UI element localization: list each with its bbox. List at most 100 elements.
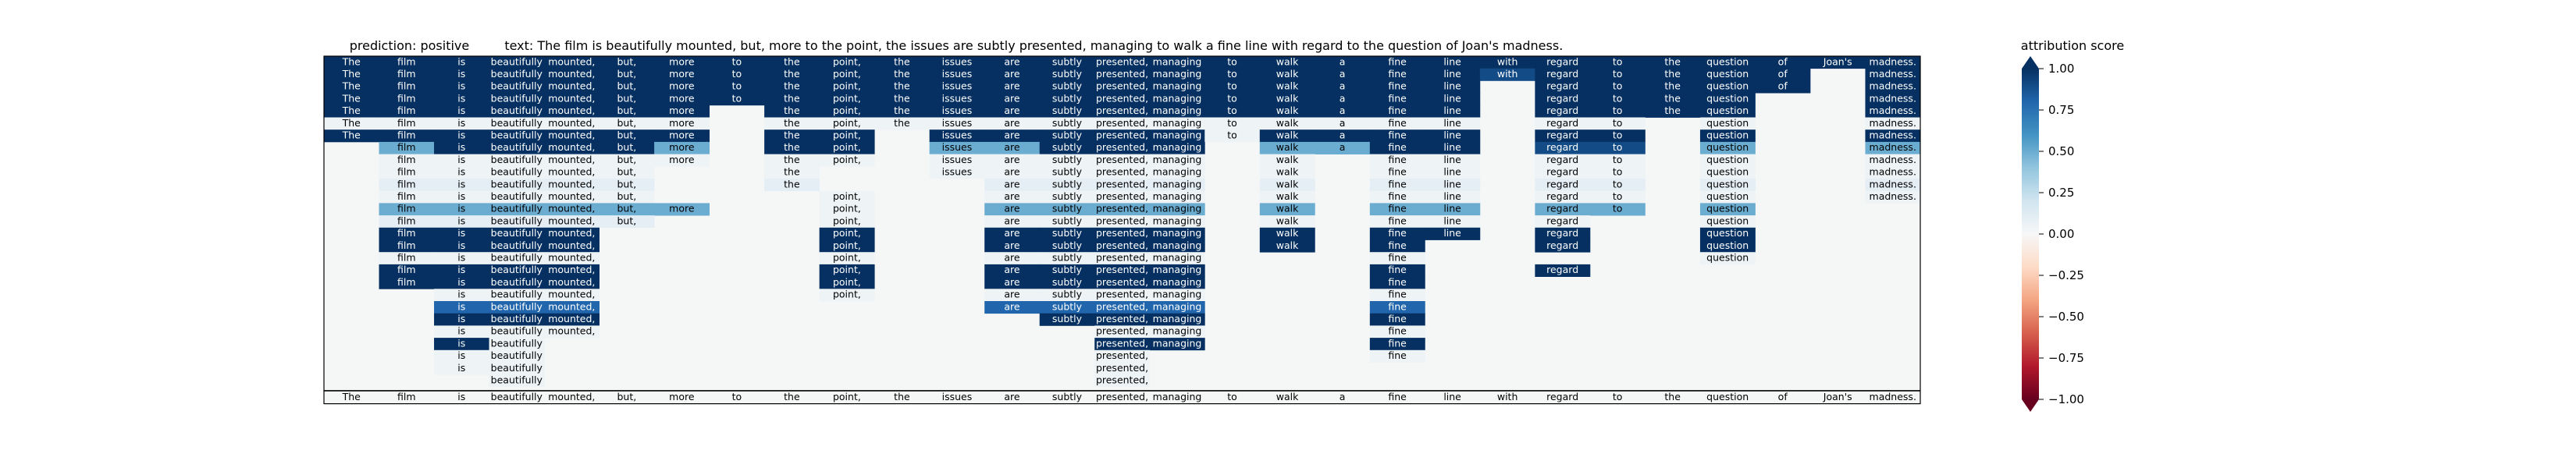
heatmap-cell bbox=[544, 68, 600, 81]
heatmap-cell bbox=[1425, 141, 1481, 154]
heatmap-cell bbox=[379, 190, 435, 204]
token-label: film bbox=[397, 264, 416, 275]
token-label: question bbox=[1706, 117, 1749, 129]
heatmap-cell bbox=[489, 215, 545, 229]
token-label: fine bbox=[1388, 300, 1407, 312]
heatmap-cell bbox=[379, 68, 435, 81]
heatmap-cell bbox=[1699, 252, 1756, 265]
token-label: The bbox=[342, 80, 361, 92]
heatmap-cell bbox=[1149, 289, 1205, 302]
token-label: subtly bbox=[1052, 276, 1083, 288]
token-label: more bbox=[669, 105, 695, 116]
token-label: point, bbox=[833, 264, 861, 275]
token-label: managing bbox=[1153, 129, 1202, 141]
token-label: to bbox=[1613, 92, 1623, 104]
token-label: the bbox=[894, 117, 910, 129]
heatmap-cell bbox=[984, 129, 1041, 143]
heatmap-cell bbox=[1369, 338, 1425, 351]
heatmap-cell bbox=[544, 289, 600, 302]
token-label: subtly bbox=[1052, 129, 1083, 141]
heatmap-cell bbox=[929, 141, 985, 154]
heatmap-cell bbox=[1425, 68, 1481, 81]
colorbar-tick-label: −0.25 bbox=[2048, 268, 2084, 282]
heatmap-cell bbox=[1535, 166, 1591, 179]
sentence-token: the bbox=[784, 391, 800, 402]
token-label: film bbox=[397, 227, 416, 239]
heatmap-cell bbox=[434, 93, 489, 106]
heatmap-cell bbox=[984, 80, 1041, 94]
token-label: question bbox=[1706, 80, 1749, 92]
heatmap-cell bbox=[599, 154, 655, 167]
token-label: mounted, bbox=[548, 166, 595, 178]
heatmap-cell bbox=[819, 117, 875, 130]
token-label: to bbox=[1613, 80, 1623, 92]
heatmap-cell bbox=[544, 179, 600, 192]
heatmap-cell bbox=[1315, 68, 1371, 81]
heatmap-cell bbox=[1425, 129, 1481, 143]
token-label: question bbox=[1706, 92, 1749, 104]
heatmap-cell bbox=[984, 264, 1041, 277]
token-label: presented, bbox=[1096, 190, 1148, 202]
heatmap-cell bbox=[434, 80, 489, 94]
token-label: fine bbox=[1388, 227, 1407, 239]
heatmap-cell bbox=[379, 141, 435, 154]
heatmap-cell bbox=[654, 68, 710, 81]
heatmap-cell bbox=[1259, 154, 1315, 167]
token-label: the bbox=[784, 68, 800, 80]
token-label: more bbox=[669, 68, 695, 80]
heatmap-cell bbox=[1645, 93, 1701, 106]
token-label: film bbox=[397, 105, 416, 116]
heatmap-cell bbox=[1039, 313, 1095, 326]
heatmap-cell bbox=[1589, 154, 1646, 167]
token-label: line bbox=[1443, 80, 1461, 92]
heatmap-cell bbox=[1039, 56, 1095, 69]
token-label: are bbox=[1004, 166, 1020, 178]
token-label: beautifully bbox=[491, 337, 543, 349]
token-label: walk bbox=[1276, 239, 1299, 251]
token-label: madness. bbox=[1870, 166, 1916, 178]
token-label: subtly bbox=[1052, 203, 1083, 214]
heatmap-cell bbox=[544, 129, 600, 143]
heatmap-cell bbox=[654, 56, 710, 69]
token-label: beautifully bbox=[491, 252, 543, 264]
token-label: is bbox=[457, 68, 465, 80]
token-label: but, bbox=[617, 190, 636, 202]
heatmap-cell bbox=[819, 190, 875, 204]
heatmap-cell bbox=[599, 179, 655, 192]
token-label: presented, bbox=[1096, 337, 1148, 349]
token-label: subtly bbox=[1052, 313, 1083, 324]
heatmap-cell bbox=[1535, 68, 1591, 81]
heatmap-cell bbox=[434, 313, 489, 326]
heatmap-cell bbox=[1039, 117, 1095, 130]
token-label: regard bbox=[1546, 80, 1578, 92]
heatmap-cell bbox=[1535, 105, 1591, 118]
heatmap-cell bbox=[1149, 190, 1205, 204]
heatmap-cell bbox=[1865, 166, 1921, 179]
heatmap-cell bbox=[1369, 276, 1425, 289]
colorbar-tick-label: −0.50 bbox=[2048, 310, 2084, 324]
token-label: madness. bbox=[1870, 55, 1916, 67]
heatmap-cell bbox=[379, 166, 435, 179]
token-label: managing bbox=[1153, 68, 1202, 80]
token-label: are bbox=[1004, 276, 1020, 288]
token-label: the bbox=[784, 141, 800, 153]
heatmap-cell bbox=[1094, 252, 1151, 265]
token-label: question bbox=[1706, 214, 1749, 226]
heatmap-cell bbox=[764, 179, 820, 192]
heatmap-cell bbox=[434, 179, 489, 192]
token-label: more bbox=[669, 129, 695, 141]
token-label: to bbox=[1227, 68, 1237, 80]
heatmap-cell bbox=[324, 68, 379, 81]
heatmap-cell bbox=[1149, 264, 1205, 277]
token-label: to bbox=[732, 92, 742, 104]
heatmap-cell bbox=[1535, 239, 1591, 253]
heatmap-cell bbox=[1039, 166, 1095, 179]
heatmap-cell bbox=[1315, 105, 1371, 118]
heatmap-cell bbox=[1865, 93, 1921, 106]
token-label: film bbox=[397, 214, 416, 226]
token-label: walk bbox=[1276, 141, 1299, 153]
heatmap-cell bbox=[544, 239, 600, 253]
token-label: point, bbox=[833, 117, 861, 129]
heatmap-cell bbox=[929, 93, 985, 106]
heatmap-cell bbox=[1094, 68, 1151, 81]
